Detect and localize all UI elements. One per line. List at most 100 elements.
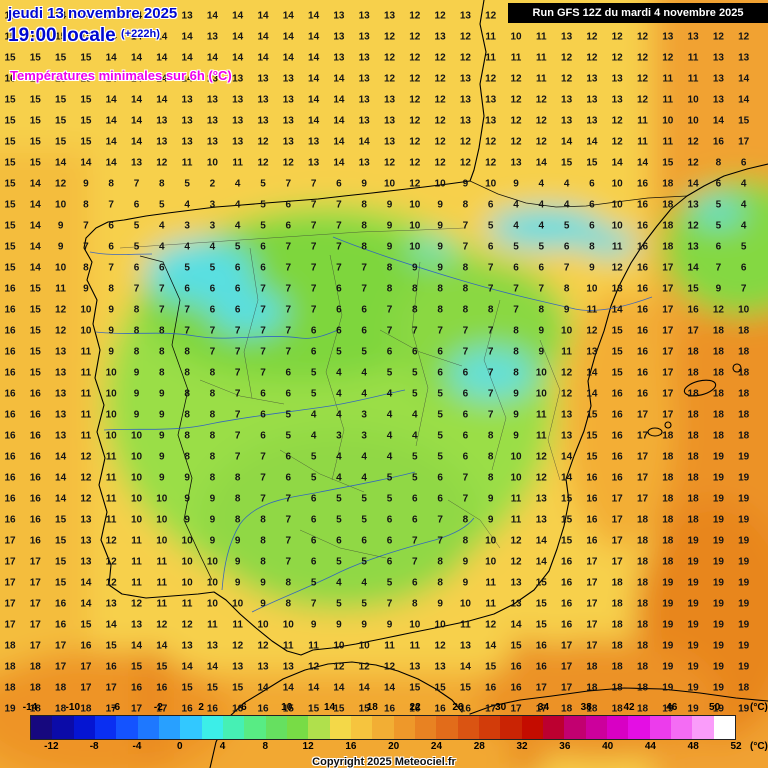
temp-value: 13 (510, 577, 522, 589)
temp-value: 3 (209, 220, 216, 232)
temp-value: 7 (285, 325, 292, 337)
temp-value: 13 (383, 115, 396, 127)
scale-bar (30, 715, 736, 740)
temp-value: 8 (83, 199, 89, 211)
temp-value: 7 (336, 220, 342, 232)
temp-value: 18 (611, 682, 623, 694)
temp-value: 6 (361, 535, 367, 547)
temp-value: 11 (181, 157, 193, 169)
scale-tick: 22 (409, 702, 421, 713)
temp-value: 5 (513, 241, 519, 253)
temp-value: 17 (611, 556, 623, 568)
temp-value: 12 (409, 73, 421, 85)
temp-value: 7 (487, 409, 494, 421)
temp-value: 16 (561, 577, 573, 589)
temp-value: 14 (55, 10, 67, 22)
scale-tick: 38 (580, 702, 592, 713)
temp-value: 10 (738, 304, 750, 316)
temp-value: 12 (611, 262, 623, 274)
temp-value: 5 (184, 262, 190, 274)
scale-tick: 2 (198, 702, 204, 713)
temp-value: 12 (434, 136, 446, 148)
temp-value: 15 (4, 220, 16, 232)
temp-value: 6 (108, 220, 114, 232)
temp-value: 5 (538, 241, 545, 253)
temp-value: 11 (105, 451, 117, 463)
temp-value: 13 (358, 115, 370, 127)
temp-value: 5 (234, 241, 241, 253)
temp-value: 16 (4, 388, 16, 400)
temp-value: 16 (611, 409, 623, 421)
temp-value: 10 (687, 115, 699, 127)
temp-value: 16 (156, 682, 168, 694)
temp-value: 18 (712, 409, 724, 421)
temp-value: 10 (662, 115, 674, 127)
temp-value: 18 (687, 367, 699, 379)
temp-value: 6 (361, 325, 367, 337)
temp-value: 5 (336, 598, 342, 610)
temp-value: 17 (662, 409, 674, 421)
temp-value: 9 (234, 577, 241, 589)
temp-value: 17 (4, 598, 16, 610)
temp-value: 7 (234, 346, 241, 358)
temp-value: 19 (738, 661, 750, 673)
temp-value: 6 (437, 472, 443, 484)
temp-value: 8 (159, 367, 165, 379)
temp-value: 18 (687, 409, 699, 421)
temp-value: 16 (535, 640, 547, 652)
temp-value: 12 (409, 178, 421, 190)
temp-value: 9 (462, 556, 469, 568)
temp-value: 9 (159, 409, 165, 421)
temp-value: 11 (105, 493, 117, 505)
temp-value: 12 (409, 52, 421, 64)
temp-value: 13 (308, 136, 320, 148)
temp-value: 12 (535, 94, 547, 106)
temp-value: 7 (285, 304, 292, 316)
temp-value: 7 (336, 199, 342, 211)
scale-ticks-top: -14 -10 -6 -2 2 6 10 14 18 22 26 30 34 38 42 46 50 (°C) (23, 702, 768, 715)
temp-value: 12 (535, 451, 547, 463)
temp-value: 15 (55, 136, 67, 148)
temp-value: 8 (412, 598, 418, 610)
temp-value: 17 (662, 283, 674, 295)
scale-segment (286, 716, 309, 739)
temp-value: 7 (462, 325, 469, 337)
temp-value: 17 (636, 493, 649, 505)
temp-value: 8 (209, 388, 216, 400)
temp-value: 14 (308, 31, 320, 43)
temp-value: 12 (55, 304, 67, 316)
temp-value: 6 (386, 346, 393, 358)
temp-value: 4 (361, 367, 367, 379)
temp-value: 18 (738, 409, 750, 421)
temp-value: 16 (586, 472, 598, 484)
temp-value: 17 (611, 535, 623, 547)
temp-value: 10 (156, 514, 168, 526)
scale-segment (73, 716, 95, 739)
temp-value: 19 (712, 514, 724, 526)
temp-value: 7 (260, 304, 266, 316)
temp-value: 19 (662, 640, 674, 652)
temp-value: 12 (611, 31, 623, 43)
temp-value: 14 (105, 73, 117, 85)
temp-value: 17 (611, 493, 623, 505)
temp-value: 12 (80, 472, 92, 484)
temp-value: 6 (437, 346, 443, 358)
scale-segment (94, 716, 117, 739)
temp-value: 16 (636, 304, 649, 316)
temp-value: 4 (386, 430, 393, 442)
temp-value: 5 (310, 367, 317, 379)
temp-value: 13 (333, 52, 345, 64)
temp-value: 15 (586, 430, 598, 442)
temp-value: 6 (336, 178, 342, 190)
temp-value: 10 (333, 640, 345, 652)
temp-value: 6 (462, 367, 469, 379)
temp-value: 6 (133, 262, 140, 274)
temp-value: 10 (206, 598, 218, 610)
temp-value: 15 (4, 157, 16, 169)
temp-value: 19 (712, 577, 724, 589)
temp-value: 5 (412, 472, 418, 484)
temp-value: 15 (55, 535, 67, 547)
temp-value: 18 (636, 661, 649, 673)
temp-value: 13 (358, 73, 370, 85)
temp-value: 14 (232, 10, 244, 22)
